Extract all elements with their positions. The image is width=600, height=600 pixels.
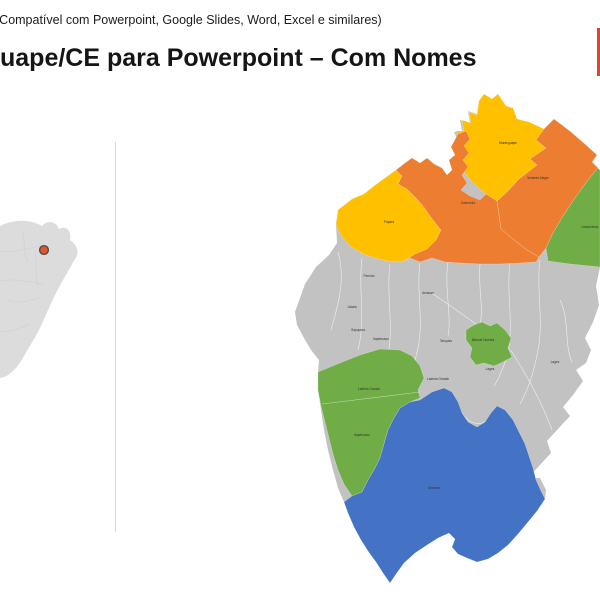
district-label: Ladeira Grande [358,387,380,391]
district-label: Tanques [440,339,452,343]
district-label: Itapebussu [354,433,370,437]
district-label: Cachoeira [461,201,476,205]
compatibility-note: (Compatível com Powerpoint, Google Slide… [0,13,382,27]
district-labels: Maranguape Vertente Alegre Umarizeiras P… [347,141,599,490]
district-label: Ladeira Grande [427,377,449,381]
district-label: Papara [384,220,395,224]
page-title: uape/CE para Powerpoint – Com Nomes [0,44,477,72]
district-orange-center [395,130,540,265]
district-green-small [465,321,513,367]
district-label: Amanari [422,291,434,295]
brazil-state-borders [0,230,45,332]
location-marker [38,244,50,256]
brazil-shape [0,220,78,378]
district-green-east [545,167,600,268]
district-label: Itapebussu [373,337,389,341]
district-label: Manoel Guedes [472,338,495,342]
district-label: Maranguape [499,141,517,145]
district-label: Amanari [428,486,440,490]
brazil-locator-map [0,220,78,378]
vertical-divider [115,142,116,532]
green-southwest-inner-border [321,391,421,405]
district-label: Jubaia [347,305,357,309]
district-label: Penedo [364,274,375,278]
district-label: Vertente Alegre [527,176,549,180]
logo-bar-cropped [597,28,600,76]
municipality-map: Maranguape Vertente Alegre Umarizeiras P… [295,93,600,584]
district-blue-south [343,387,546,584]
district-label: Lages [551,360,560,364]
district-label: Lages [486,367,495,371]
district-label: Umarizeiras [581,225,598,229]
district-label: Sapupara [351,328,365,332]
